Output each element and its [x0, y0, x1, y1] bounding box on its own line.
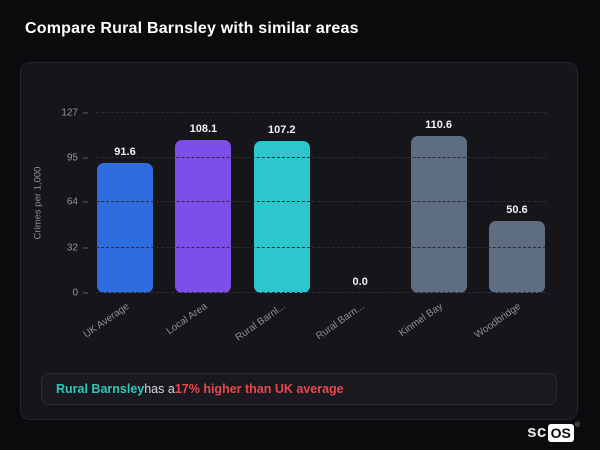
bar-value-label: 107.2 [268, 124, 296, 137]
chart-area: Crimes per 1,000 91.6 UK Average 108.1 Loca… [33, 108, 546, 343]
gridline [96, 201, 546, 203]
bar-column: 110.6 Kinmel Bay [397, 113, 468, 339]
y-axis-label: Crimes per 1,000 [32, 166, 44, 240]
bars-container: 91.6 UK Average 108.1 Local Area 107.2 Rural … [81, 113, 546, 343]
bar [488, 221, 545, 293]
gridline [96, 246, 546, 248]
bar-column: 107.2 Rural Barnl... [234, 113, 311, 343]
bar [253, 141, 310, 293]
summary-banner: Rural Barnsley has a 17% higher than UK … [41, 373, 557, 405]
y-tick-mark [83, 112, 88, 114]
x-tick-label: Woodbridge [472, 301, 524, 341]
x-tick-label: Rural Barnl... [233, 301, 289, 344]
bar-value-label: 0.0 [352, 276, 368, 288]
bar-column: 50.6 Woodbridge [473, 113, 546, 341]
x-tick-label: Local Area [164, 301, 210, 338]
bar-value-label: 110.6 [425, 119, 453, 132]
bar-column: 0.0 Rural Barn... [314, 113, 389, 342]
scos-logo: sc OS ® [527, 422, 580, 442]
registered-mark: ® [574, 422, 580, 429]
summary-subject: Rural Barnsley [56, 382, 145, 396]
page-title: Compare Rural Barnsley with similar area… [25, 20, 359, 37]
scos-logo-suffix: OS [547, 424, 574, 442]
x-tick-label: UK Average [81, 301, 132, 341]
gridline [96, 112, 546, 113]
scos-logo-prefix: sc [527, 422, 547, 441]
chart-card: Crimes per 1,000 91.6 UK Average 108.1 Loca… [20, 62, 578, 420]
plot-area: 91.6 UK Average 108.1 Local Area 107.2 Rural … [61, 108, 546, 343]
y-tick-mark [83, 247, 88, 249]
y-tick-mark [83, 157, 88, 159]
summary-highlight: 17% higher than UK average [174, 382, 344, 396]
y-tick-mark [83, 292, 88, 294]
x-tick-label: Rural Barn... [314, 301, 367, 343]
y-tick-label: 127 [61, 108, 88, 119]
bar [410, 136, 467, 293]
bar [97, 163, 153, 293]
gridline [96, 157, 546, 159]
gridline [96, 292, 546, 293]
y-tick-mark [83, 201, 88, 203]
bar-value-label: 108.1 [189, 122, 218, 135]
summary-middle: has a [144, 382, 175, 396]
bar-value-label: 91.6 [114, 146, 136, 159]
y-tick-label: 0 [72, 288, 88, 299]
bar [175, 139, 232, 293]
y-tick-label: 32 [67, 242, 88, 253]
bar-value-label: 50.6 [506, 204, 528, 217]
x-tick-label: Kinmel Bay [397, 301, 445, 340]
bar-column: 91.6 UK Average [81, 113, 154, 341]
bar-column: 108.1 Local Area [165, 113, 232, 337]
y-tick-label: 64 [67, 197, 88, 208]
y-tick-label: 95 [67, 153, 88, 164]
